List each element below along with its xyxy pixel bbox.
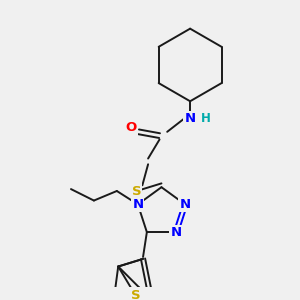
Text: N: N <box>132 198 143 211</box>
Text: H: H <box>200 112 210 125</box>
Text: O: O <box>125 122 136 134</box>
Text: S: S <box>132 184 141 197</box>
Text: N: N <box>179 198 191 211</box>
Text: S: S <box>130 289 140 300</box>
Text: N: N <box>184 112 196 125</box>
Text: N: N <box>170 226 182 238</box>
